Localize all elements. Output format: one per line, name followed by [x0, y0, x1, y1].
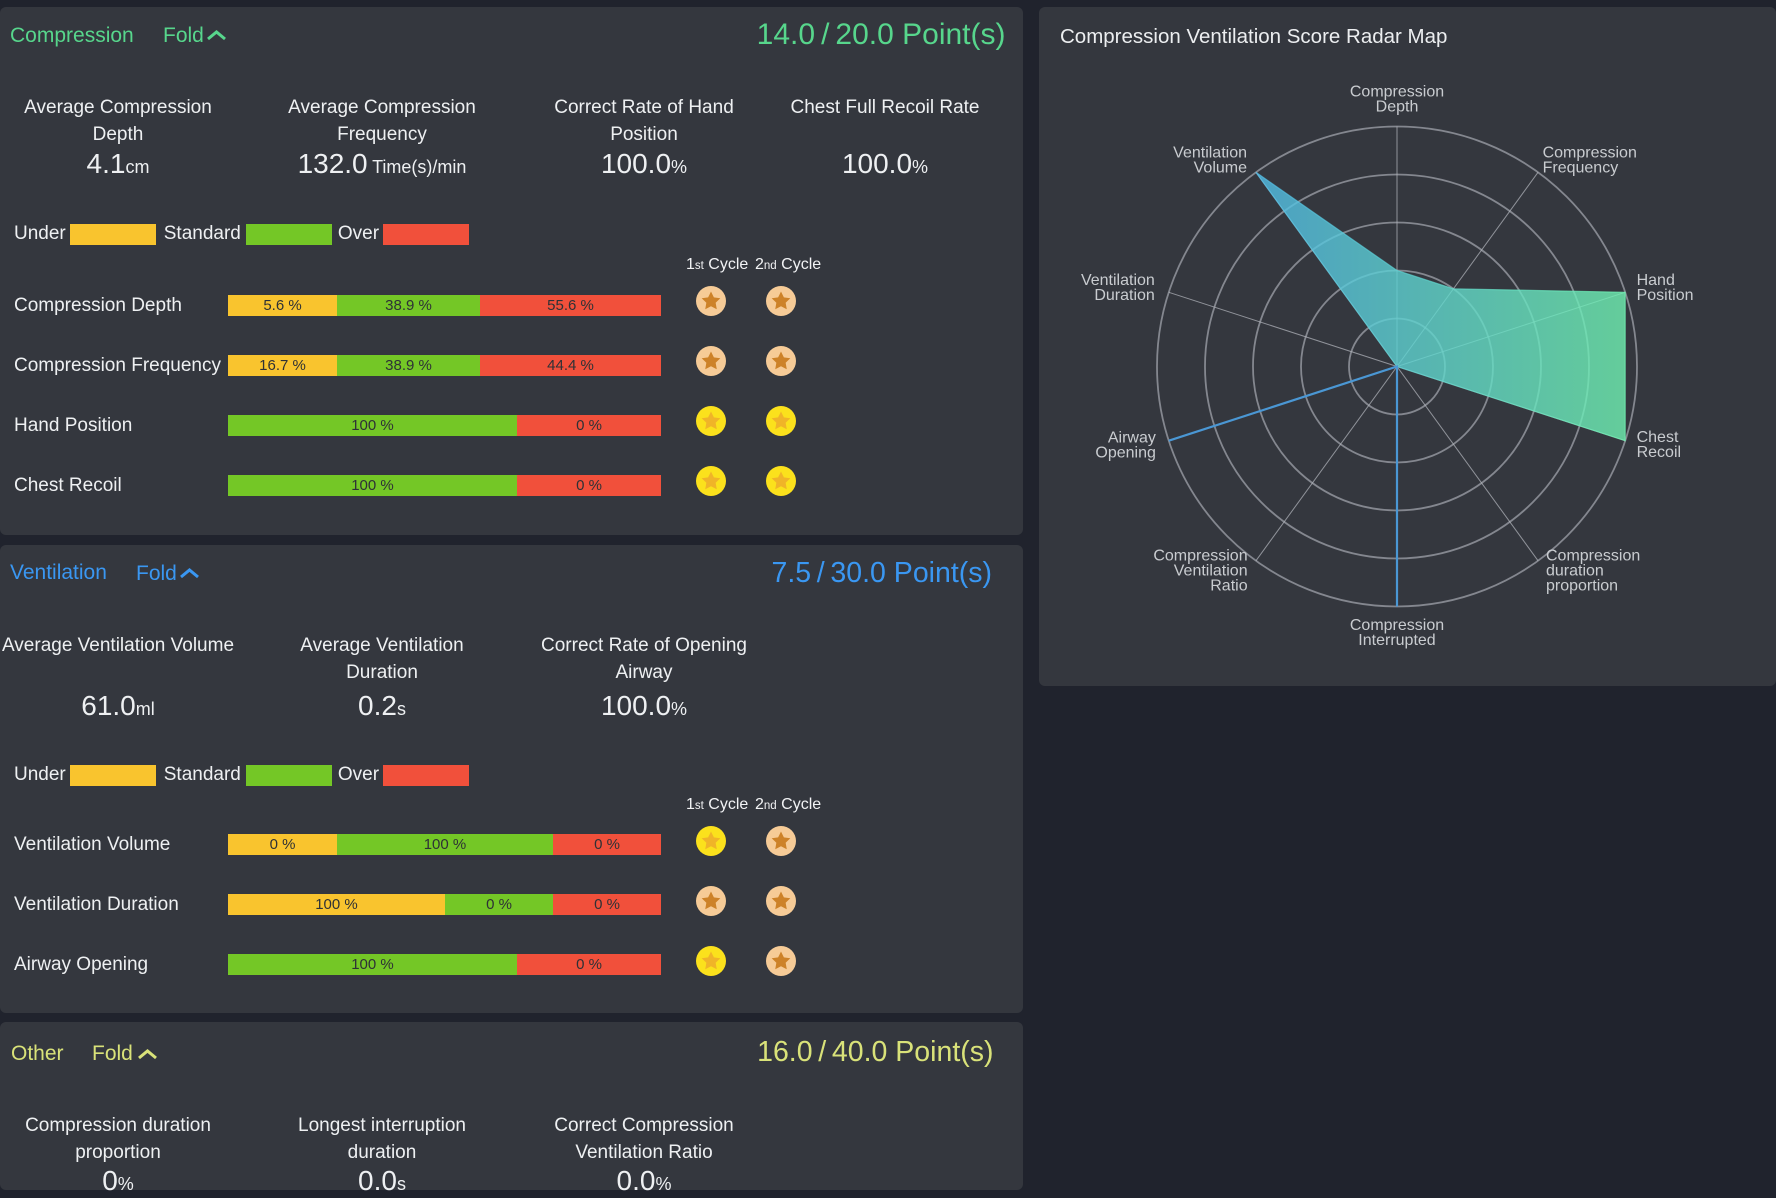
svg-text:Duration: Duration [1094, 287, 1154, 304]
svg-text:Chest: Chest [1637, 429, 1679, 446]
svg-text:Compression: Compression [1153, 548, 1247, 565]
svg-text:Frequency: Frequency [1543, 160, 1619, 177]
svg-text:Opening: Opening [1095, 445, 1156, 462]
svg-text:Ventilation: Ventilation [1081, 272, 1155, 289]
svg-text:Ratio: Ratio [1210, 578, 1247, 595]
svg-text:Compression: Compression [1350, 84, 1444, 101]
svg-text:Ventilation: Ventilation [1174, 563, 1248, 580]
svg-text:Compression: Compression [1546, 548, 1640, 565]
svg-text:Ventilation: Ventilation [1173, 145, 1247, 162]
svg-text:Position: Position [1637, 287, 1694, 304]
svg-text:proportion: proportion [1546, 578, 1618, 595]
svg-text:Volume: Volume [1194, 160, 1247, 177]
svg-text:Compression: Compression [1350, 617, 1444, 634]
svg-text:Airway: Airway [1108, 430, 1156, 447]
svg-text:Depth: Depth [1376, 99, 1419, 116]
svg-text:Recoil: Recoil [1637, 444, 1681, 461]
svg-text:Hand: Hand [1637, 272, 1675, 289]
svg-text:duration: duration [1546, 563, 1604, 580]
svg-text:Compression: Compression [1543, 145, 1637, 162]
svg-text:Interrupted: Interrupted [1358, 632, 1435, 649]
